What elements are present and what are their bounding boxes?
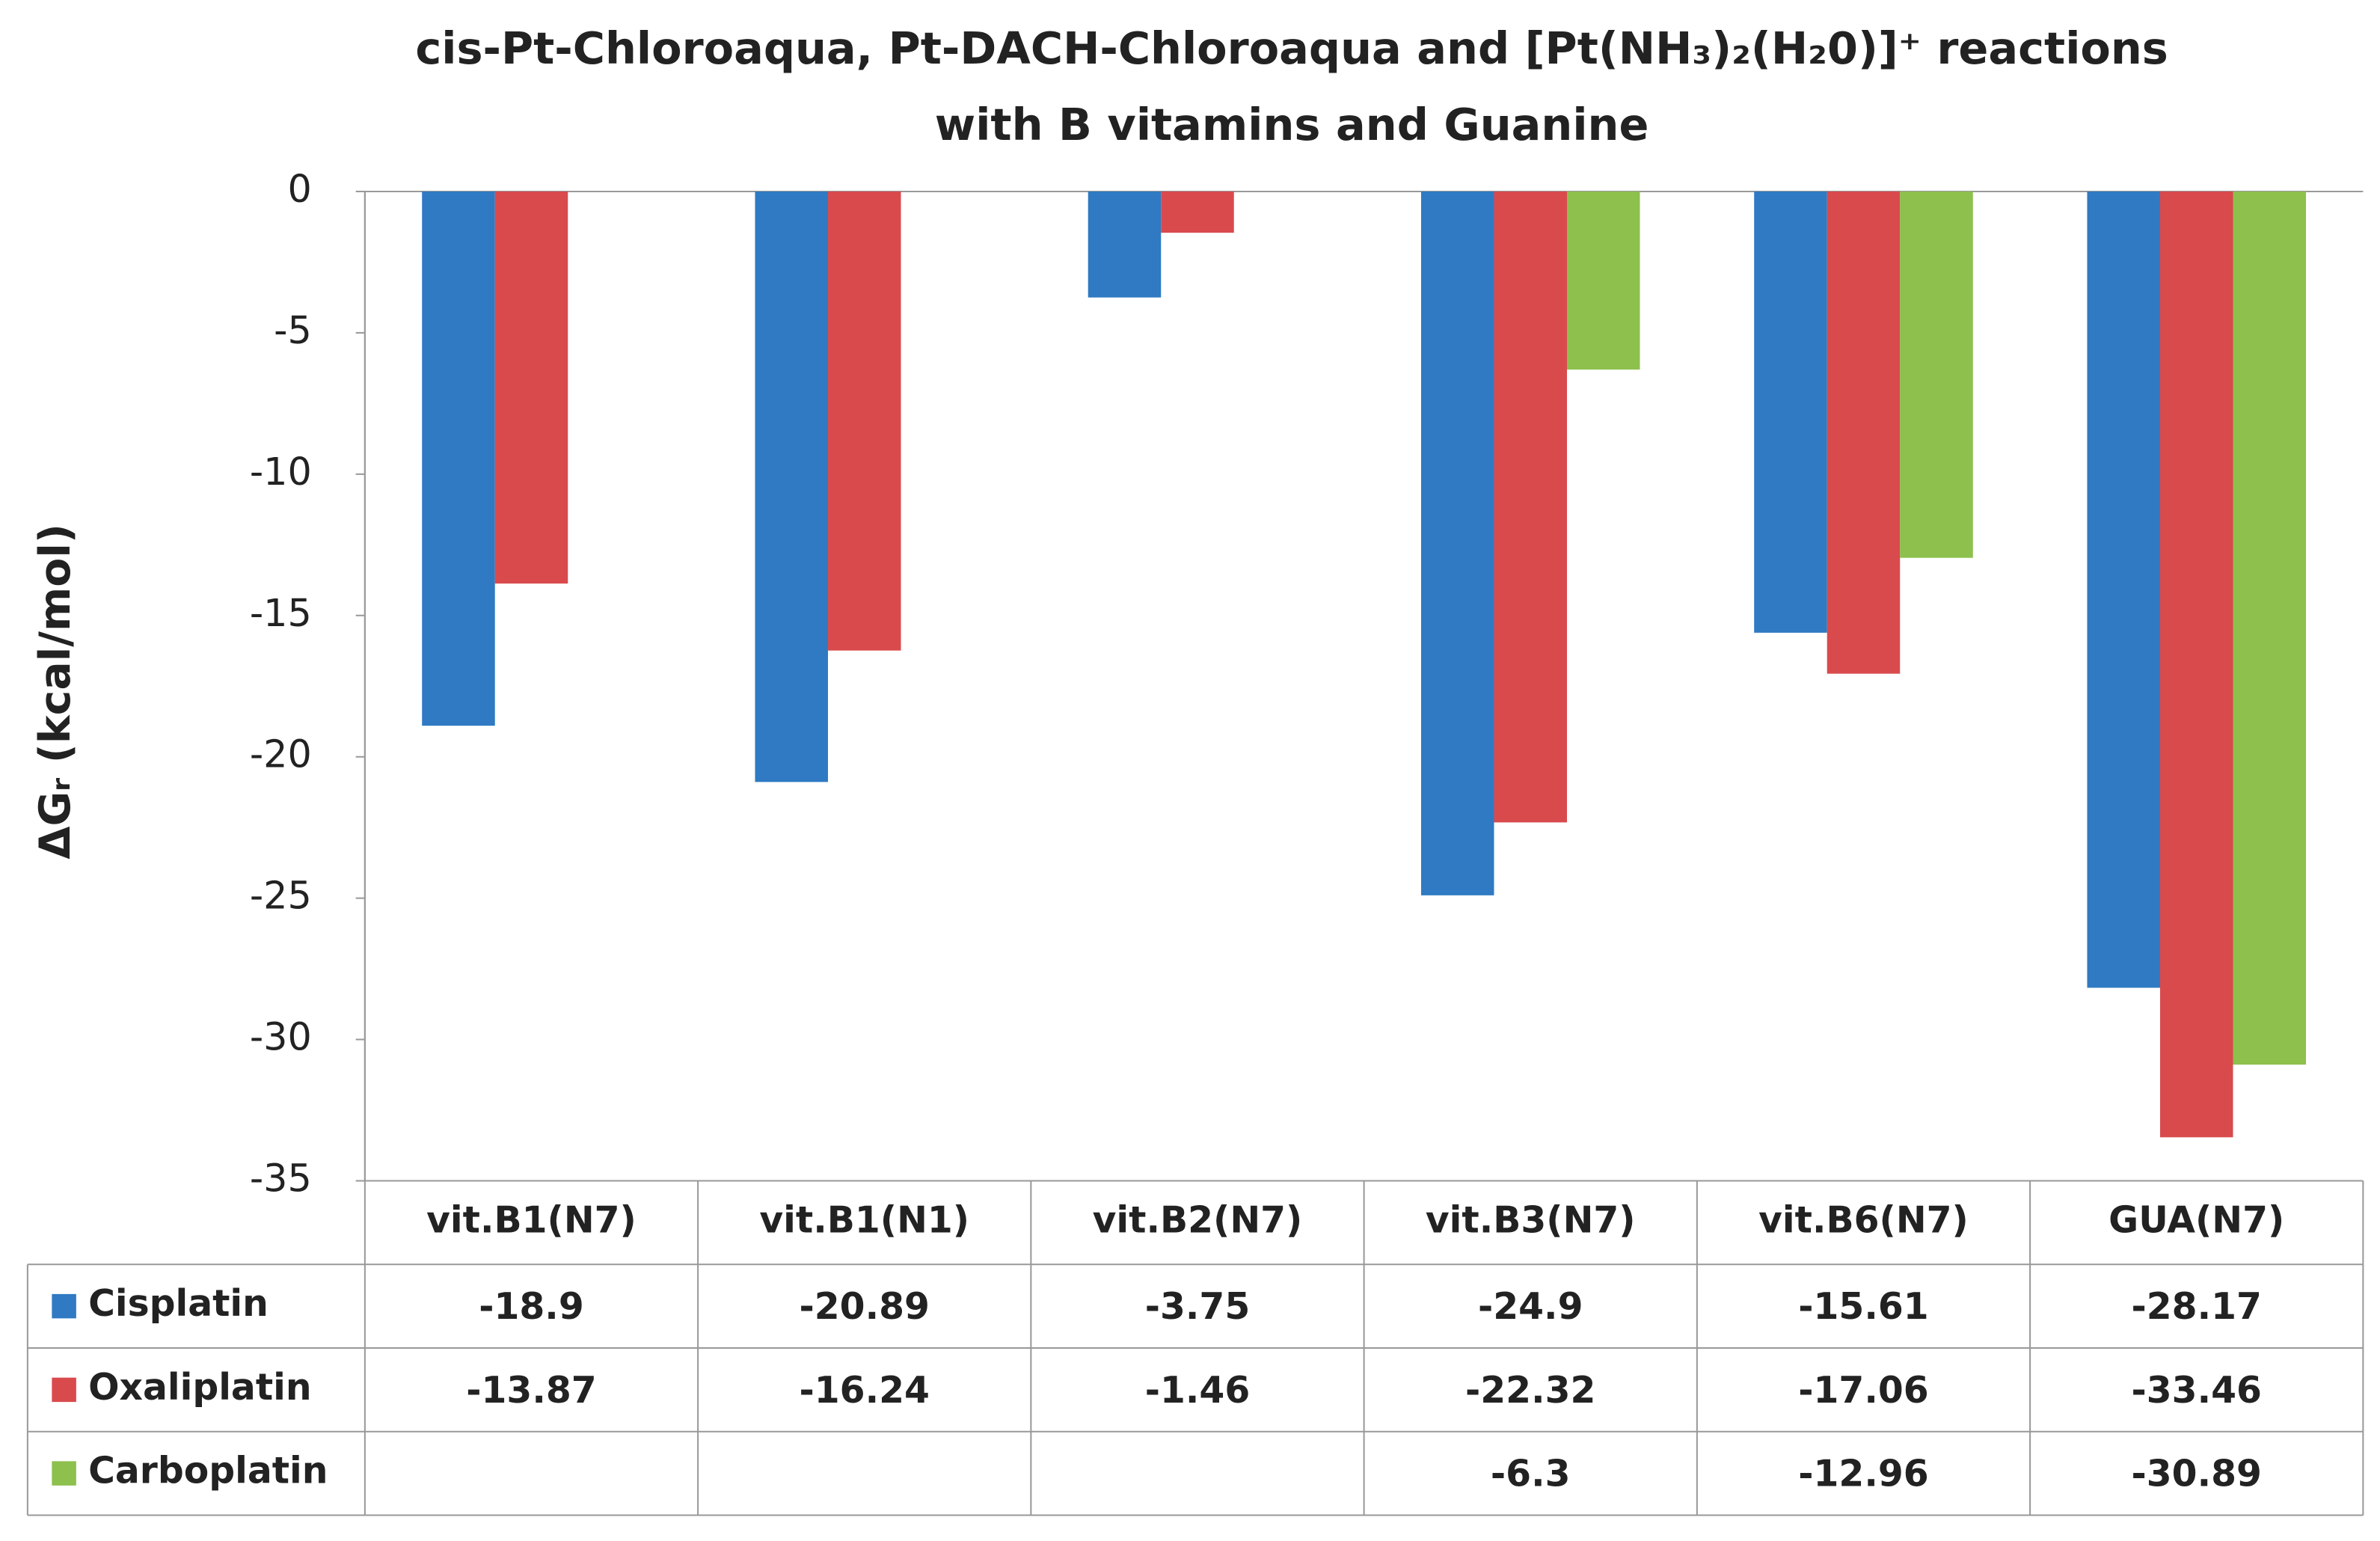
legend-swatch: [52, 1293, 76, 1319]
x-tick-label: vit.B6(N7): [1758, 1199, 1969, 1241]
y-tick-label: 0: [287, 167, 311, 211]
bar: [1088, 191, 1162, 298]
bar: [1161, 191, 1234, 233]
table-value: -3.75: [1145, 1286, 1251, 1328]
table-value: -30.89: [2132, 1453, 2262, 1495]
y-tick-label: -30: [250, 1015, 312, 1059]
x-tick-label: vit.B1(N7): [426, 1199, 637, 1241]
table-value: -17.06: [1798, 1370, 1928, 1412]
table-value: -22.32: [1465, 1370, 1595, 1412]
table-value: -18.9: [479, 1286, 584, 1328]
chart-title: cis-Pt-Chloroaqua, Pt-DACH-Chloroaqua an…: [415, 22, 2168, 74]
table-value: -13.87: [466, 1370, 596, 1412]
bar: [422, 191, 495, 726]
bar: [2087, 191, 2160, 988]
legend-label: Carboplatin: [88, 1450, 328, 1492]
table-value: -1.46: [1145, 1370, 1251, 1412]
y-tick-label: -15: [250, 591, 312, 635]
y-tick-label: -25: [250, 874, 312, 918]
legend-swatch: [52, 1461, 76, 1486]
table-value: -6.3: [1491, 1453, 1571, 1495]
legend-label: Cisplatin: [88, 1283, 269, 1325]
table-value: -28.17: [2132, 1286, 2262, 1328]
table-value: -24.9: [1478, 1286, 1583, 1328]
bar: [1494, 191, 1567, 823]
bar: [2159, 191, 2233, 1138]
bar: [1566, 191, 1640, 370]
x-tick-label: GUA(N7): [2108, 1199, 2284, 1241]
y-tick-label: -20: [250, 732, 312, 776]
y-tick-label: -10: [250, 450, 312, 494]
chart-title: with B vitamins and Guanine: [935, 99, 1649, 150]
bar: [1420, 191, 1494, 895]
x-tick-label: vit.B1(N1): [759, 1199, 969, 1241]
y-tick-label: -5: [274, 308, 312, 352]
bar: [1827, 191, 1901, 674]
bar: [1754, 191, 1827, 633]
table-value: -15.61: [1798, 1286, 1928, 1328]
table-value: -16.24: [800, 1370, 930, 1412]
x-tick-label: vit.B3(N7): [1426, 1199, 1636, 1241]
bar: [755, 191, 828, 782]
legend-swatch: [52, 1377, 76, 1403]
table-value: -20.89: [800, 1286, 930, 1328]
table-value: -33.46: [2132, 1370, 2262, 1412]
legend-label: Oxaliplatin: [88, 1367, 311, 1409]
bar: [1900, 191, 1973, 558]
bar: [827, 191, 901, 651]
bar: [494, 191, 568, 584]
y-axis-label: ΔGᵣ (kcal/mol): [31, 524, 80, 859]
bar: [2233, 191, 2307, 1065]
x-tick-label: vit.B2(N7): [1093, 1199, 1303, 1241]
y-tick-label: -35: [250, 1156, 312, 1201]
table-value: -12.96: [1798, 1453, 1928, 1495]
